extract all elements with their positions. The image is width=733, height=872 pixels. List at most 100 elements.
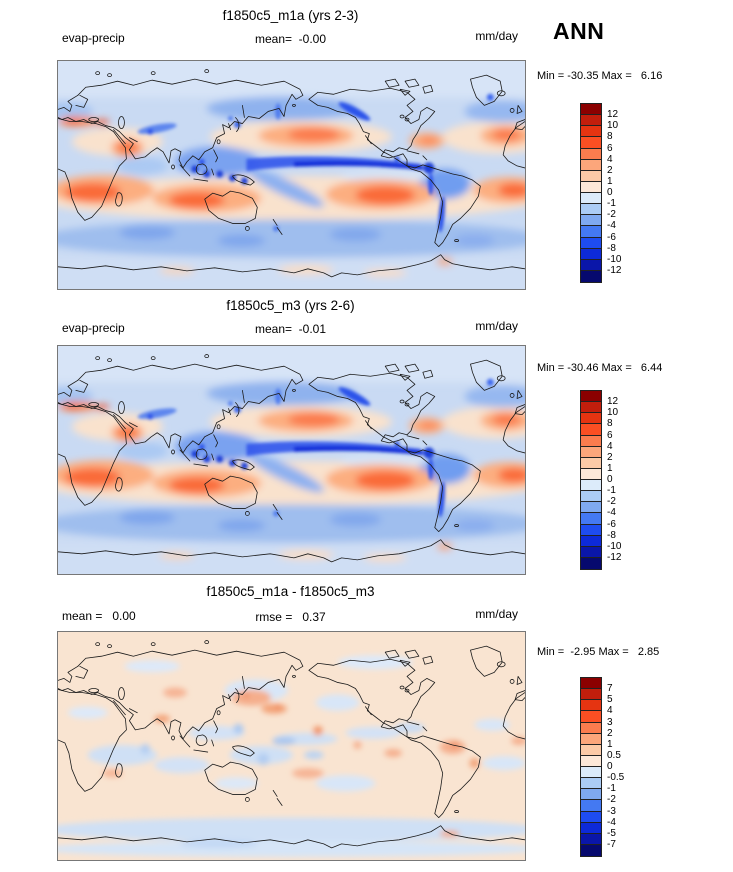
colorbar-tick-label: 0 <box>607 187 613 198</box>
colorbar-box <box>581 767 601 779</box>
map-panel2-evap-precip <box>57 345 526 575</box>
colorbar-box <box>581 711 601 723</box>
panel1-variable-label: evap-precip <box>62 31 125 45</box>
colorbar-box <box>581 270 601 282</box>
panel2-units-label: mm/day <box>475 319 518 333</box>
colorbar-box <box>581 689 601 701</box>
colorbar-box <box>581 148 601 160</box>
colorbar-tick-label: -1 <box>607 198 616 210</box>
colorbar-box <box>581 391 601 403</box>
colorbar-tick-label: 0.5 <box>607 749 621 761</box>
colorbar-box <box>581 822 601 834</box>
panel3-rmse-label: rmse = 0.37 <box>255 610 326 624</box>
colorbar-tick-label: 1 <box>607 175 613 187</box>
colorbar-box <box>581 237 601 249</box>
colorbar-box <box>581 446 601 458</box>
colorbar-box <box>581 170 601 182</box>
panel3-colorbar: 7 5 4 3 2 1 0.5 0 -0.5 -1 -2 -3 -4 -5 -7 <box>580 677 650 857</box>
colorbar-box <box>581 491 601 503</box>
panel3-units-label: mm/day <box>475 607 518 621</box>
colorbar-box <box>581 800 601 812</box>
panel1-colorbar: 12 10 8 6 4 2 1 0 -1 -2 -4 -6 -8 -10 -12 <box>580 103 650 283</box>
colorbar-tick-label: 12 <box>607 396 619 408</box>
colorbar-tick-label: 10 <box>607 120 619 132</box>
colorbar-tick-label: -4 <box>607 220 616 232</box>
colorbar-tick-label: 6 <box>607 142 613 154</box>
colorbar-tick-label: 2 <box>607 451 613 463</box>
colorbar-tick-label: 12 <box>607 109 619 121</box>
colorbar-tick-label: -4 <box>607 507 616 519</box>
colorbar-tick-label: -5 <box>607 827 616 839</box>
colorbar-box <box>581 546 601 558</box>
colorbar-box <box>581 778 601 790</box>
colorbar-box <box>581 413 601 425</box>
colorbar-tick-label: -1 <box>607 783 616 795</box>
map-panel1-evap-precip <box>57 60 526 290</box>
map-panel3-difference <box>57 631 526 861</box>
colorbar-tick-label: 10 <box>607 407 619 419</box>
colorbar-box <box>581 513 601 525</box>
colorbar-box <box>581 468 601 480</box>
colorbar-tick-label: 1 <box>607 462 613 474</box>
colorbar-tick-label: 5 <box>607 694 613 706</box>
colorbar-box <box>581 755 601 767</box>
colorbar-box <box>581 424 601 436</box>
colorbar-tick-label: -6 <box>607 518 616 530</box>
colorbar-tick-label: 7 <box>607 683 613 695</box>
colorbar-box <box>581 789 601 801</box>
colorbar-box <box>581 248 601 260</box>
panel2-variable-label: evap-precip <box>62 321 125 335</box>
colorbar-tick-label: 2 <box>607 727 613 739</box>
panel3-colorbar-bar <box>580 677 602 857</box>
colorbar-box <box>581 159 601 171</box>
colorbar-tick-label: -4 <box>607 816 616 828</box>
colorbar-box <box>581 259 601 271</box>
colorbar-tick-label: 1 <box>607 738 613 750</box>
colorbar-tick-label: -6 <box>607 231 616 243</box>
map2-svg <box>58 346 525 574</box>
panel2-mean-label: mean= -0.01 <box>254 322 327 336</box>
colorbar-tick-label: -0.5 <box>607 772 625 784</box>
colorbar-tick-label: -8 <box>607 242 616 254</box>
panel2-minmax: Min = -30.46 Max = 6.44 <box>537 362 663 374</box>
panel1-minmax: Min = -30.35 Max = 6.16 <box>537 70 663 82</box>
colorbar-box <box>581 811 601 823</box>
colorbar-box <box>581 733 601 745</box>
colorbar-box <box>581 137 601 149</box>
colorbar-box <box>581 457 601 469</box>
panel1-units-label: mm/day <box>475 29 518 43</box>
colorbar-tick-label: 2 <box>607 164 613 176</box>
colorbar-box <box>581 502 601 514</box>
colorbar-box <box>581 480 601 492</box>
panel3-minmax: Min = -2.95 Max = 2.85 <box>537 646 660 658</box>
map3-svg <box>58 632 525 860</box>
colorbar-box <box>581 700 601 712</box>
colorbar-tick-label: -10 <box>607 540 622 552</box>
colorbar-tick-label: 4 <box>607 440 613 452</box>
colorbar-box <box>581 402 601 414</box>
map1-svg <box>58 61 525 289</box>
colorbar-box <box>581 744 601 756</box>
panel2-colorbar-bar <box>580 390 602 570</box>
colorbar-tick-label: -7 <box>607 838 616 850</box>
colorbar-box <box>581 204 601 216</box>
colorbar-box <box>581 435 601 447</box>
colorbar-tick-label: 4 <box>607 705 613 717</box>
panel1-colorbar-bar <box>580 103 602 283</box>
season-label: ANN <box>553 18 605 44</box>
colorbar-tick-label: -1 <box>607 485 616 497</box>
colorbar-tick-label: -10 <box>607 253 622 265</box>
colorbar-box <box>581 524 601 536</box>
colorbar-tick-label: -12 <box>607 264 622 276</box>
panel1-mean-label: mean= -0.00 <box>254 32 327 46</box>
colorbar-tick-label: -8 <box>607 529 616 541</box>
colorbar-box <box>581 193 601 205</box>
colorbar-tick-label: 0 <box>607 474 613 485</box>
panel2-title: f1850c5_m3 (yrs 2-6) <box>226 298 355 313</box>
colorbar-tick-label: -2 <box>607 794 616 806</box>
colorbar-box <box>581 115 601 127</box>
colorbar-tick-label: 3 <box>607 716 613 728</box>
colorbar-box <box>581 557 601 569</box>
colorbar-tick-label: 6 <box>607 429 613 441</box>
